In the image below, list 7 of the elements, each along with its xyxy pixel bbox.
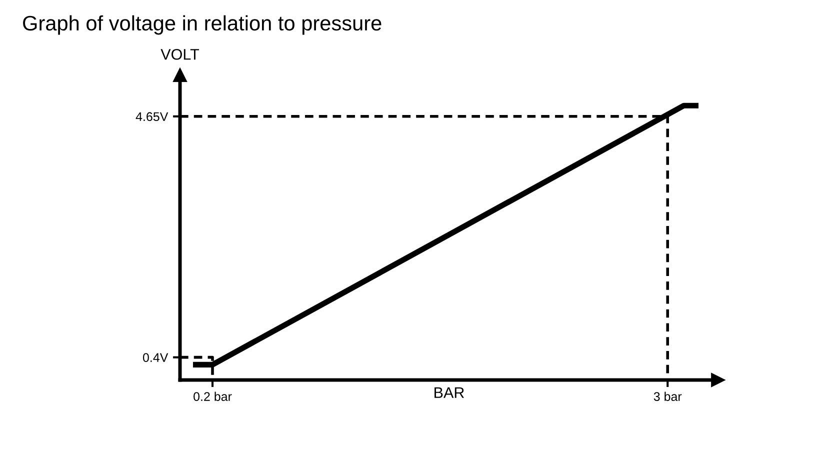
y-tick-label: 0.4V bbox=[142, 353, 168, 362]
x-tick-label: 0.2 bar bbox=[194, 392, 232, 401]
chart-title: Graph of voltage in relation to pressure bbox=[23, 15, 382, 35]
x-tick-label: 3 bar bbox=[654, 392, 682, 401]
y-axis-title: VOLT bbox=[160, 48, 200, 60]
x-axis-title: BAR bbox=[434, 387, 464, 398]
y-tick-label: 4.65V bbox=[136, 112, 168, 122]
